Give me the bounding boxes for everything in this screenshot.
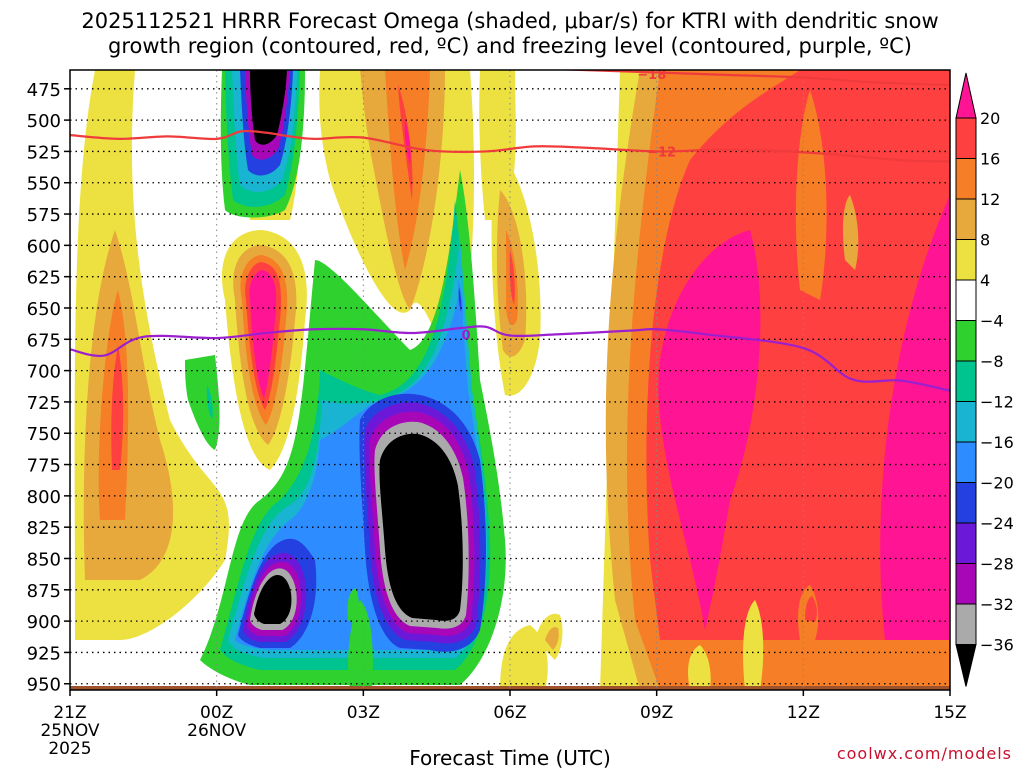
y-tick-label-750: 750: [27, 424, 61, 445]
y-tick-label-925: 925: [27, 643, 61, 664]
colorbar-top-arrow: [955, 72, 977, 119]
x-tick-label-4: 09Z: [640, 703, 673, 723]
colorbar-label-9: −20: [980, 474, 1014, 493]
colorbar-swatch-1: [955, 117, 977, 159]
colorbar-swatch-8: [955, 401, 977, 443]
y-tick-label-675: 675: [27, 330, 61, 351]
y-tick-label-475: 475: [27, 80, 61, 101]
plot-area: −18 −12 0: [70, 68, 950, 690]
colorbar-swatch-9: [955, 441, 977, 483]
colorbar-swatch-5: [955, 279, 977, 321]
x-tick-label-0: 21Z 25NOV 2025: [40, 703, 99, 759]
contour-label-0: 0: [461, 328, 470, 343]
colorbar-swatch-2: [955, 158, 977, 200]
y-tick-label-800: 800: [27, 487, 61, 508]
x-axis-label: Forecast Time (UTC): [409, 746, 611, 768]
colorbar-label-1: 16: [980, 150, 1000, 169]
x-tick-label-6: 15Z: [933, 703, 966, 723]
colorbar-swatch-10: [955, 482, 977, 524]
omega-field-right: [600, 70, 950, 690]
contour-label--18: −18: [637, 68, 666, 83]
contour-0: [70, 325, 950, 392]
colorbar-swatch-7: [955, 360, 977, 402]
y-tick-label-900: 900: [27, 612, 61, 633]
colorbar-label-7: −12: [980, 393, 1014, 412]
contour--12: [70, 129, 950, 163]
chart-title-line-2: growth region (contoured, red, ºC) and f…: [108, 34, 912, 58]
colorbar-label-8: −16: [980, 433, 1014, 452]
terrain-strip: [70, 686, 950, 690]
y-tick-label-725: 725: [27, 393, 61, 414]
colorbar-swatch-11: [955, 522, 977, 564]
y-tick-label-600: 600: [27, 236, 61, 257]
y-tick-label-700: 700: [27, 362, 61, 383]
colorbar-label-13: −36: [980, 636, 1014, 655]
x-tick-label-3: 06Z: [493, 703, 526, 723]
x-tick-label-1: 00Z 26NOV: [187, 703, 246, 741]
y-tick-label-575: 575: [27, 205, 61, 226]
y-tick-label-625: 625: [27, 268, 61, 289]
colorbar-label-5: −4: [980, 312, 1004, 331]
contour--18: [549, 70, 950, 87]
contour-lines: −18 −12 0: [70, 68, 950, 392]
colorbar-swatch-6: [955, 320, 977, 362]
x-axis-ticks: 21Z 25NOV 2025 00Z 26NOV 03Z 06Z 09Z 12Z 15Z: [40, 690, 967, 759]
chart-title-line-1: 2025112521 HRRR Forecast Omega (shaded, …: [81, 9, 938, 33]
y-tick-label-650: 650: [27, 299, 61, 320]
omega-cell-600mb: [221, 230, 307, 470]
omega-field-upper-core: [220, 70, 305, 218]
colorbar-label-2: 12: [980, 190, 1000, 209]
y-tick-label-775: 775: [27, 456, 61, 477]
colorbar-label-4: 4: [980, 271, 990, 290]
x-tick-label-2: 03Z: [347, 703, 380, 723]
y-tick-label-950: 950: [27, 675, 61, 696]
colorbar-swatch-13: [955, 603, 977, 645]
y-tick-label-525: 525: [27, 142, 61, 163]
colorbar-label-3: 8: [980, 231, 990, 250]
contour-label--12: −12: [647, 145, 676, 160]
y-tick-label-550: 550: [27, 174, 61, 195]
y-axis-ticks: 475 500 525 550 575 600 625 650 675 700 725 750 775 8…: [27, 80, 70, 696]
colorbar-bottom-arrow: [955, 644, 977, 687]
colorbar-swatch-4: [955, 239, 977, 281]
colorbar-swatch-12: [955, 563, 977, 605]
y-tick-label-825: 825: [27, 518, 61, 539]
y-tick-label-850: 850: [27, 549, 61, 570]
y-tick-label-875: 875: [27, 581, 61, 602]
colorbar-swatch-3: [955, 198, 977, 240]
omega-cell-green-inner: [206, 385, 213, 420]
colorbar-label-0: 20: [980, 109, 1000, 128]
x-tick-label-5: 12Z: [787, 703, 820, 723]
colorbar-label-10: −24: [980, 514, 1014, 533]
colorbar-label-11: −28: [980, 555, 1014, 574]
y-tick-label-500: 500: [27, 111, 61, 132]
grid-lines: [70, 70, 950, 690]
credit-text: coolwx.com/models: [837, 744, 1012, 763]
colorbar: 20 16 12 8 4 −4 −8 −12 −16 −20 −24 −28 −32 −36: [955, 72, 1014, 687]
colorbar-label-6: −8: [980, 352, 1004, 371]
colorbar-label-12: −32: [980, 595, 1014, 614]
